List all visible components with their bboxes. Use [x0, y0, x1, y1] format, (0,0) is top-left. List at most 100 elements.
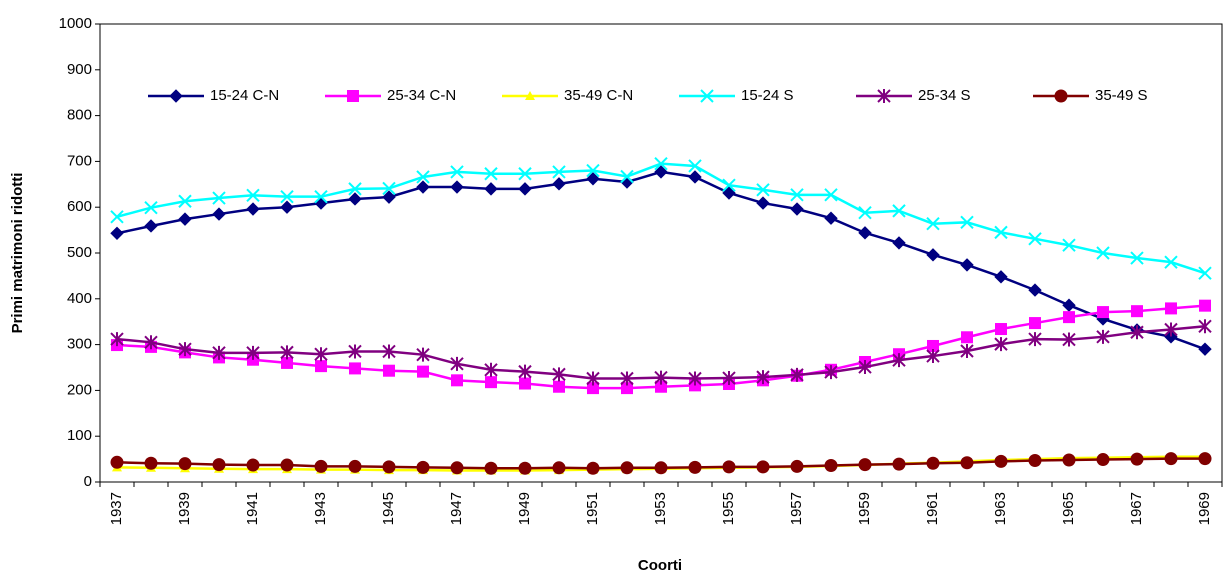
marker: [417, 365, 429, 378]
marker: [654, 156, 668, 171]
series: [110, 165, 1212, 356]
marker: [382, 181, 396, 196]
series: [110, 452, 1212, 475]
marker: [688, 460, 702, 474]
marker: [994, 337, 1008, 352]
marker: [110, 332, 124, 347]
marker: [178, 194, 192, 208]
marker: [1029, 317, 1041, 330]
x-tick-label: 1959: [856, 492, 873, 525]
marker: [688, 371, 702, 386]
marker: [347, 90, 359, 102]
marker: [348, 192, 362, 206]
marker: [960, 258, 974, 272]
x-tick-label: 1951: [584, 492, 601, 525]
series: [110, 156, 1212, 280]
marker: [654, 370, 668, 385]
marker: [892, 353, 906, 368]
marker: [960, 215, 974, 230]
marker: [1028, 453, 1042, 467]
marker: [416, 347, 430, 362]
marker: [927, 339, 939, 352]
marker: [382, 344, 396, 359]
x-axis-title: Coorti: [638, 557, 682, 574]
marker: [450, 356, 464, 371]
marker: [280, 189, 294, 204]
marker: [620, 169, 634, 184]
marker: [348, 182, 362, 196]
marker: [212, 191, 226, 205]
marker: [314, 459, 328, 473]
marker: [212, 458, 226, 472]
marker: [858, 458, 872, 472]
marker: [1198, 319, 1212, 334]
marker: [654, 165, 668, 179]
marker: [858, 360, 872, 375]
legend-label: 35-49 S: [1095, 87, 1148, 104]
marker: [484, 362, 498, 377]
marker: [246, 202, 260, 216]
legend-item: 15-24 C-N: [148, 87, 279, 104]
x-tick-label: 1947: [448, 492, 465, 525]
marker: [246, 458, 260, 472]
marker: [382, 460, 396, 474]
marker: [110, 210, 124, 224]
marker: [1096, 453, 1110, 467]
marker: [1062, 453, 1076, 467]
marker: [450, 180, 464, 194]
marker: [926, 456, 940, 470]
marker: [824, 365, 838, 380]
marker: [315, 360, 327, 373]
x-tick-label: 1939: [176, 492, 193, 525]
marker: [824, 459, 838, 473]
x-tick-label: 1941: [244, 492, 261, 525]
marker: [552, 367, 566, 382]
y-tick-label: 600: [67, 198, 92, 215]
marker: [995, 323, 1007, 336]
marker: [722, 178, 736, 192]
marker: [1096, 329, 1110, 344]
legend-label: 15-24 S: [741, 87, 794, 104]
x-tick-label: 1949: [516, 492, 533, 525]
marker: [586, 163, 600, 178]
marker: [858, 226, 872, 240]
marker: [1096, 246, 1110, 260]
legend-item: 25-34 S: [856, 87, 971, 104]
marker: [586, 461, 600, 475]
marker: [1063, 311, 1075, 324]
marker: [1165, 302, 1177, 315]
marker: [790, 367, 804, 382]
marker: [314, 347, 328, 362]
legend-label: 25-34 C-N: [387, 87, 456, 104]
marker: [450, 461, 464, 475]
marker: [281, 356, 293, 369]
marker: [280, 200, 294, 214]
marker: [1164, 322, 1178, 337]
marker: [349, 362, 361, 375]
marker: [212, 345, 226, 360]
x-tick-label: 1937: [108, 492, 125, 525]
marker: [824, 188, 838, 202]
x-tick-label: 1969: [1196, 492, 1213, 525]
y-tick-label: 900: [67, 61, 92, 78]
legend-item: 35-49 S: [1033, 87, 1148, 104]
marker: [1062, 298, 1076, 312]
x-tick-label: 1955: [720, 492, 737, 525]
marker: [1028, 232, 1042, 246]
marker: [688, 159, 702, 173]
marker: [722, 460, 736, 474]
marker: [1097, 306, 1109, 319]
y-tick-label: 300: [67, 336, 92, 353]
marker: [1028, 283, 1042, 297]
marker: [178, 212, 192, 226]
marker: [994, 225, 1008, 240]
marker: [246, 345, 260, 360]
marker: [926, 216, 940, 231]
marker: [1164, 255, 1178, 269]
marker: [178, 457, 192, 471]
y-tick-label: 0: [84, 473, 92, 490]
y-tick-label: 500: [67, 244, 92, 261]
marker: [169, 89, 183, 103]
legend-item: 25-34 C-N: [325, 87, 456, 104]
